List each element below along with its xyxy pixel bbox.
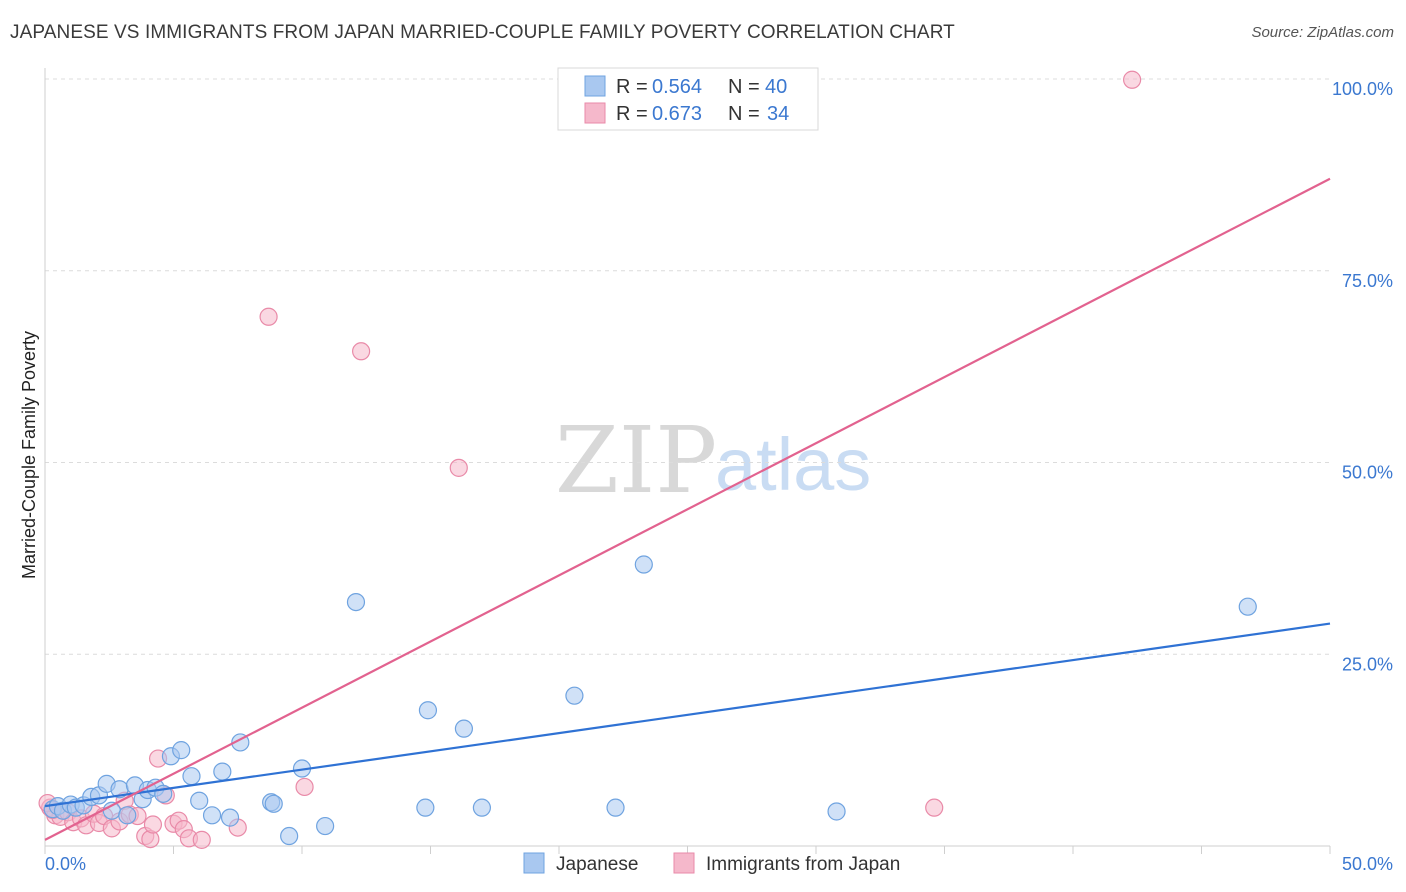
point-japanese <box>190 791 209 810</box>
point-japanese <box>118 806 137 825</box>
point-japanese <box>472 798 491 817</box>
point-japanese <box>220 808 240 827</box>
y-tick-label: 75.0% <box>1342 271 1393 291</box>
point-japanese <box>346 592 366 612</box>
stats-legend-n-label: N = <box>728 103 760 125</box>
point-japanese <box>606 798 625 817</box>
stats-legend: R = 0.564 N = 40 R = 0.673 N = 34 <box>557 67 819 131</box>
series-legend-label-immigrants: Immigrants from Japan <box>706 854 900 875</box>
point-japanese <box>634 555 653 574</box>
series-legend: Japanese Immigrants from Japan <box>523 852 900 875</box>
x-tick-label: 0.0% <box>45 854 86 874</box>
x-tick-label: 50.0% <box>1342 854 1393 874</box>
point-japanese <box>213 762 232 781</box>
stats-legend-r-label: R = <box>616 76 648 98</box>
point-japanese <box>172 741 191 760</box>
point-japanese <box>202 806 222 825</box>
stats-legend-r-value: 0.564 <box>652 76 702 98</box>
point-immigrants <box>259 307 278 326</box>
y-tick-label: 25.0% <box>1342 654 1393 674</box>
stats-legend-r-value: 0.673 <box>652 103 702 125</box>
point-immigrants <box>449 458 468 477</box>
watermark-zip: ZIP <box>555 407 717 514</box>
series-japanese-points <box>43 555 1257 846</box>
series-legend-swatch-immigrants <box>673 852 695 874</box>
y-tick-labels: 25.0% 50.0% 75.0% 100.0% <box>1332 79 1393 674</box>
stats-legend-swatch-immigrants <box>584 102 606 124</box>
source-label: Source: ZipAtlas.com <box>1251 24 1394 41</box>
point-japanese <box>1238 597 1257 616</box>
point-japanese <box>416 798 435 817</box>
trendline-japanese <box>44 622 1331 808</box>
x-tick-labels: 0.0% 50.0% <box>45 854 1393 874</box>
chart-title: JAPANESE VS IMMIGRANTS FROM JAPAN MARRIE… <box>10 22 955 43</box>
point-immigrants <box>295 777 314 797</box>
y-tick-label: 50.0% <box>1342 463 1393 483</box>
point-japanese <box>280 826 299 846</box>
point-japanese <box>316 816 335 836</box>
point-japanese <box>827 802 846 821</box>
point-japanese <box>418 701 438 720</box>
watermark-atlas: atlas <box>715 423 871 506</box>
trendlines <box>44 177 1331 841</box>
point-immigrants <box>192 830 211 849</box>
y-tick-label: 100.0% <box>1332 79 1393 99</box>
trendline-immigrants <box>44 177 1331 841</box>
point-japanese <box>565 686 584 705</box>
stats-legend-n-label: N = <box>728 76 760 98</box>
point-immigrants <box>143 815 163 834</box>
grid <box>45 78 1330 655</box>
point-japanese <box>264 794 283 813</box>
y-axis-label: Married-Couple Family Poverty <box>19 331 39 579</box>
point-japanese <box>454 719 474 738</box>
stats-legend-swatch-japanese <box>584 75 606 97</box>
point-immigrants <box>1123 70 1142 89</box>
stats-legend-n-value: 40 <box>765 76 787 98</box>
series-legend-label-japanese: Japanese <box>556 854 638 875</box>
series-legend-swatch-japanese <box>523 852 545 874</box>
stats-legend-r-label: R = <box>616 103 648 125</box>
point-immigrants <box>352 342 371 361</box>
stats-legend-n-value: 34 <box>767 103 789 125</box>
point-japanese <box>182 767 201 786</box>
point-immigrants <box>925 798 944 817</box>
